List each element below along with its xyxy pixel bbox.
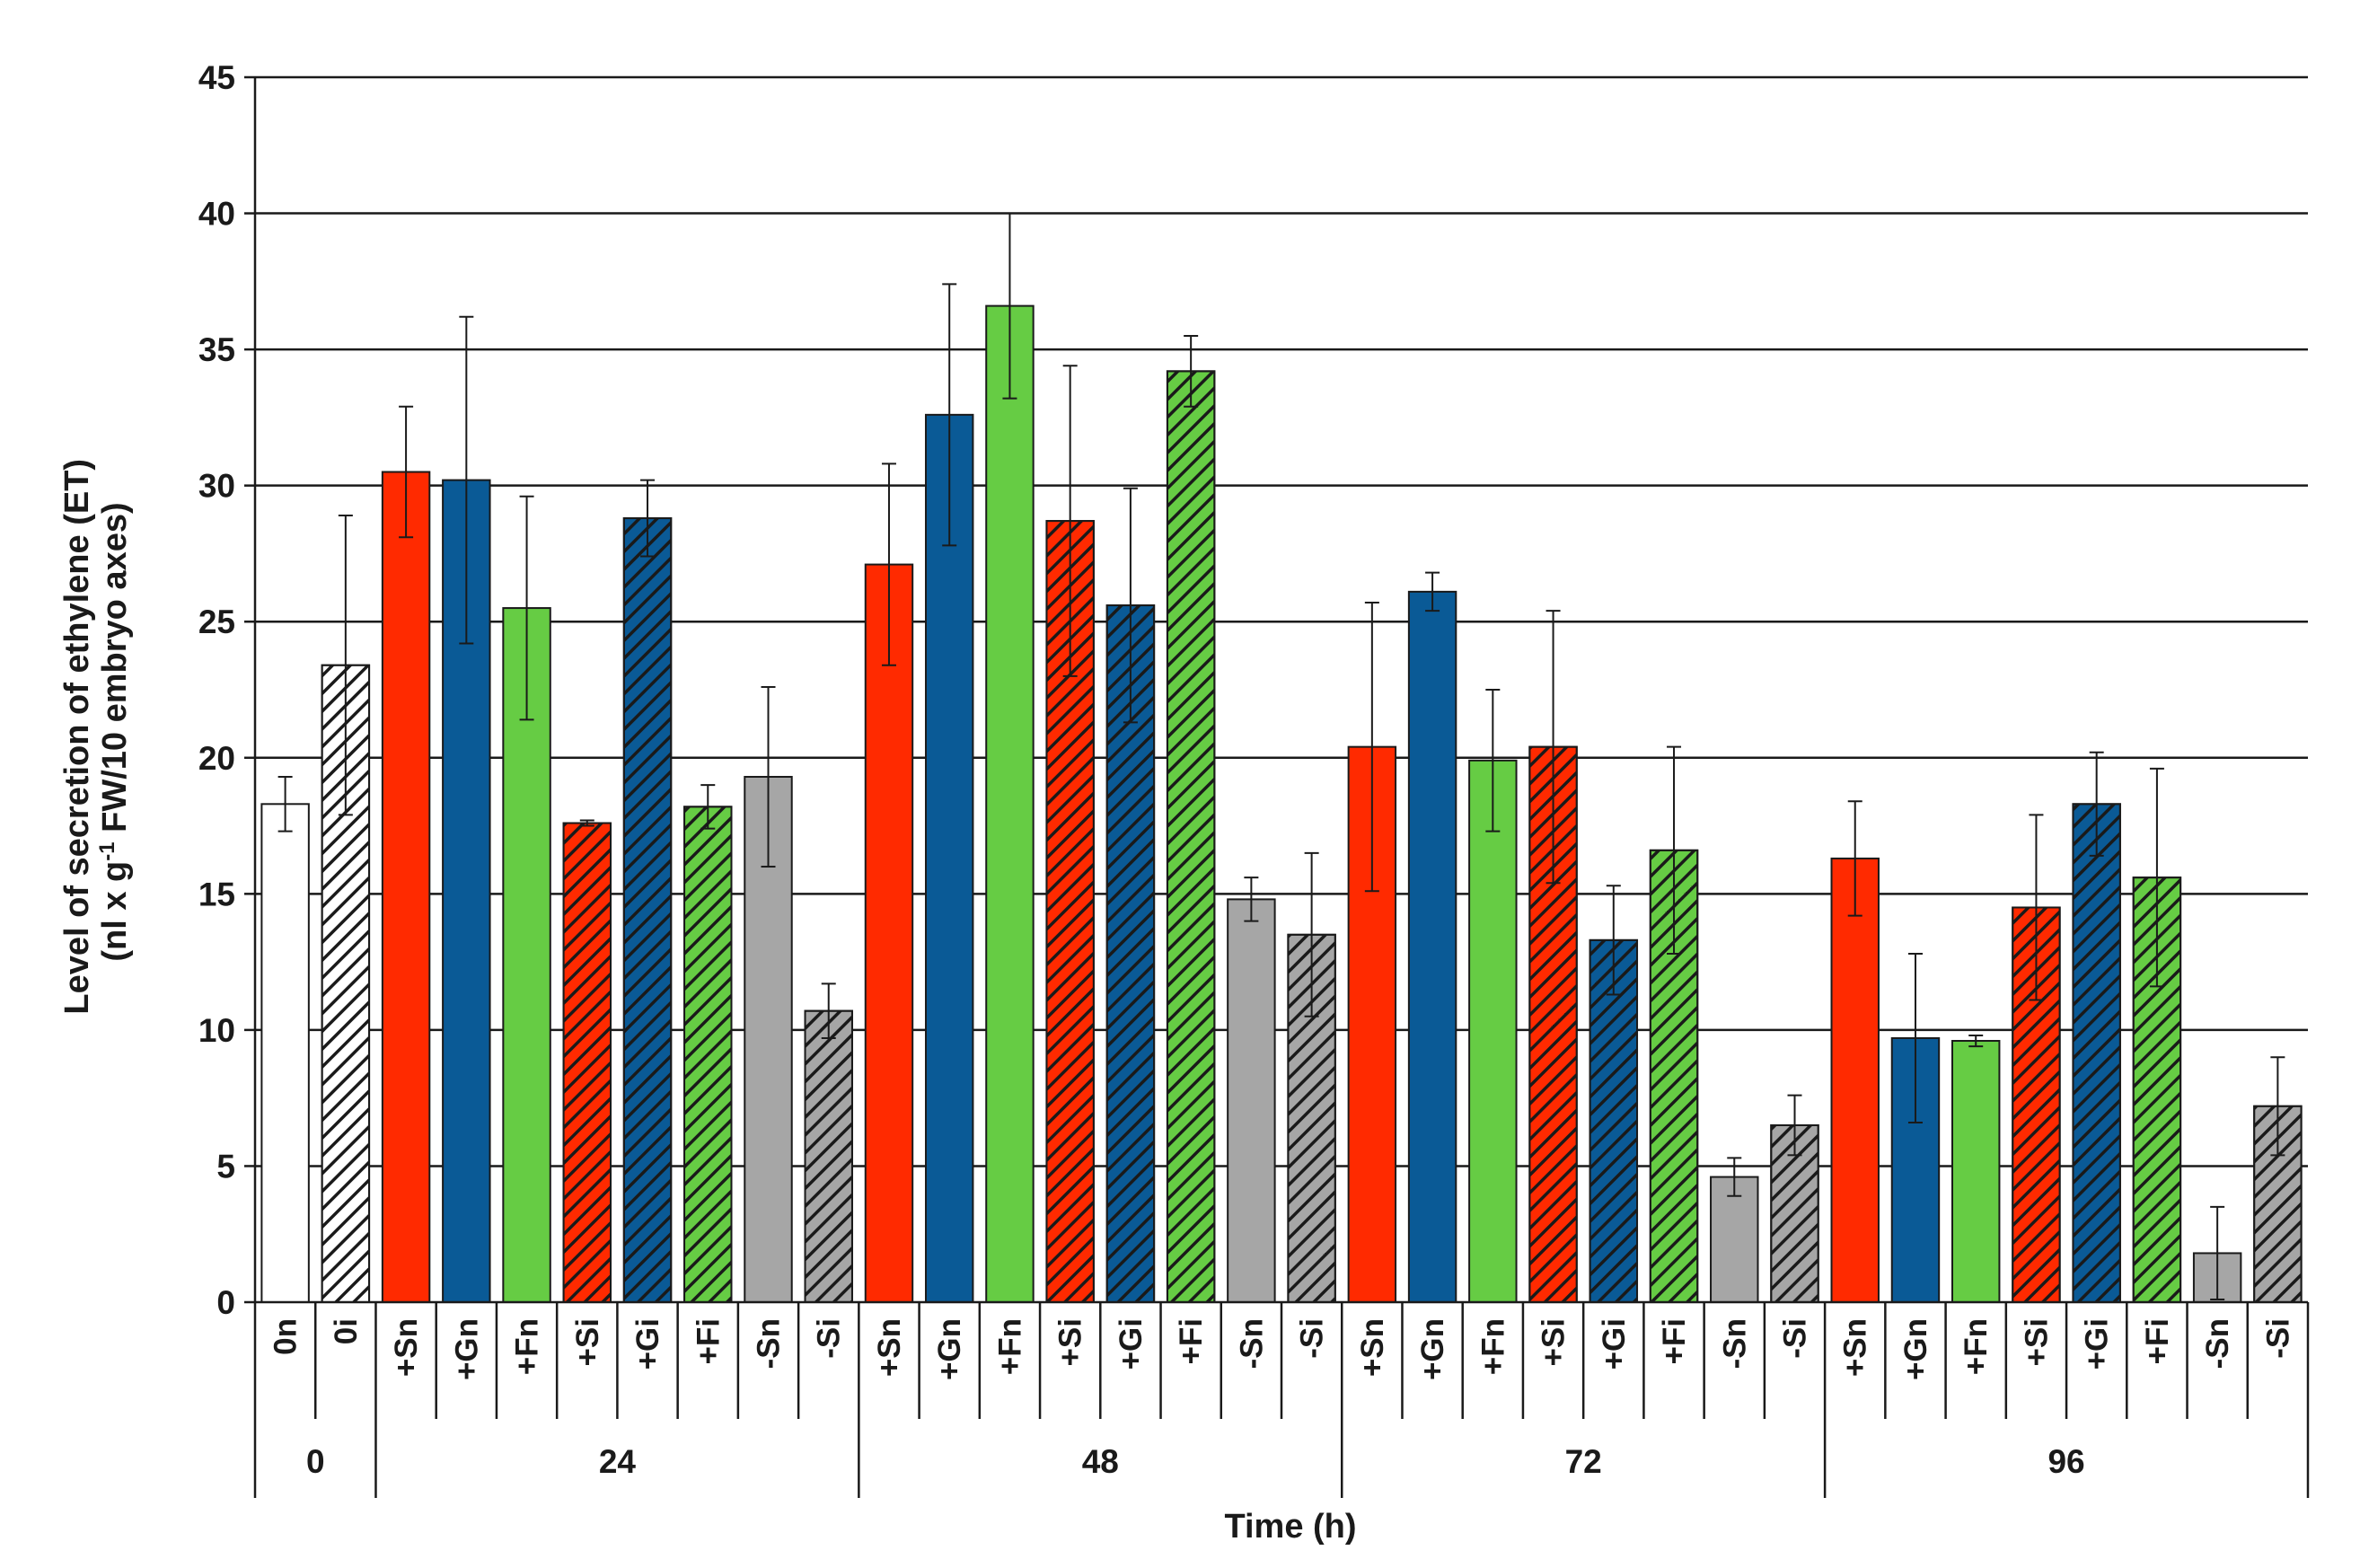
category-label: +Gi	[2080, 1318, 2115, 1370]
category-label: +Sn	[1838, 1318, 1873, 1377]
y-tick-label: 5	[216, 1148, 235, 1185]
y-axis-title-line2: (nl x g-1 FW/10 embryo axes)	[95, 502, 134, 961]
bar-hatch	[683, 806, 733, 1303]
y-tick-label: 25	[198, 603, 235, 640]
bar	[1468, 759, 1518, 1303]
y-axis-title-line2-suffix: FW/10 embryo axes)	[96, 502, 134, 841]
y-axis-title-line2-prefix: (nl x g	[96, 861, 134, 962]
category-label: +Gn	[1415, 1318, 1450, 1380]
bar-hatch	[562, 822, 612, 1303]
y-axis-title-superscript: -1	[95, 841, 119, 860]
y-tick-label: 15	[198, 876, 235, 912]
bar	[1951, 1040, 2001, 1303]
bar	[1227, 898, 1276, 1303]
category-label: -Si	[1295, 1318, 1330, 1359]
group-label: 24	[599, 1443, 637, 1480]
category-label: +Gi	[630, 1318, 665, 1370]
y-axis-title: Level of secretion of ethylene (ET) (nl …	[58, 449, 134, 1014]
group-labels: 0 24 48 72 96	[306, 1443, 2085, 1480]
group-label: 96	[2047, 1443, 2084, 1480]
y-tick-label: 45	[198, 59, 235, 96]
bar	[502, 607, 551, 1303]
category-label: +Sn	[389, 1318, 424, 1377]
bar	[985, 304, 1035, 1304]
category-label: +Gn	[932, 1318, 967, 1380]
y-tick-label: 0	[216, 1284, 235, 1321]
category-label: -Sn	[752, 1318, 787, 1369]
x-axis	[253, 77, 2310, 1498]
category-label: +Fi	[691, 1318, 726, 1365]
category-labels: 0n 0i +Sn +Gn +Fn +Si +Gi +Fi -Sn -Si +Sn +Gn +Fn +Si…	[269, 1318, 2296, 1380]
y-axis-ticks: 0 5 10 15 20 25 30 35 40 45	[198, 59, 255, 1321]
group-label: 72	[1565, 1443, 1602, 1480]
category-label: +Fi	[2140, 1318, 2175, 1365]
y-tick-label: 35	[198, 331, 235, 368]
bar	[381, 471, 431, 1303]
category-label: +Gn	[449, 1318, 484, 1380]
bar-hatch	[804, 1009, 853, 1304]
category-label: +Fi	[1657, 1318, 1692, 1365]
bar-hatch	[1166, 370, 1216, 1303]
category-label: -Sn	[2200, 1318, 2235, 1369]
x-axis-title: Time (h)	[1224, 1508, 1356, 1546]
category-label: +Gn	[1898, 1318, 1933, 1380]
category-label: +Fn	[992, 1318, 1027, 1375]
error-bars	[277, 212, 2285, 1300]
group-label: 0	[306, 1443, 325, 1480]
y-tick-label: 40	[198, 196, 235, 233]
category-label: +Si	[2019, 1318, 2054, 1367]
y-axis-title-line1: Level of secretion of ethylene (ET)	[58, 459, 96, 1015]
bar	[924, 413, 974, 1303]
category-label: 0n	[269, 1318, 304, 1355]
category-label: +Fn	[510, 1318, 545, 1375]
y-tick-label: 30	[198, 468, 235, 505]
category-label: +Si	[570, 1318, 605, 1367]
y-tick-label: 20	[198, 740, 235, 777]
category-label: 0i	[329, 1318, 364, 1344]
category-label: -Si	[812, 1318, 847, 1359]
category-label: +Gi	[1597, 1318, 1632, 1370]
bar	[260, 803, 310, 1303]
category-label: +Sn	[1355, 1318, 1390, 1377]
category-label: -Si	[1778, 1318, 1813, 1359]
category-label: +Fn	[1959, 1318, 1994, 1375]
category-label: +Si	[1537, 1318, 1572, 1367]
category-label: +Gi	[1114, 1318, 1149, 1370]
bar-hatch	[2072, 803, 2121, 1303]
category-label: -Si	[2260, 1318, 2295, 1359]
y-tick-label: 10	[198, 1012, 235, 1049]
category-label: +Fn	[1475, 1318, 1510, 1375]
group-label: 48	[1082, 1443, 1119, 1480]
bar	[1830, 857, 1880, 1303]
bar	[1407, 590, 1457, 1303]
category-label: +Fi	[1174, 1318, 1209, 1365]
category-label: +Si	[1053, 1318, 1088, 1367]
bars	[260, 304, 2303, 1304]
bar	[864, 563, 914, 1303]
category-label: -Sn	[1234, 1318, 1269, 1369]
bar-hatch	[622, 517, 673, 1303]
category-label: -Sn	[1717, 1318, 1752, 1369]
category-label: +Sn	[872, 1318, 907, 1377]
